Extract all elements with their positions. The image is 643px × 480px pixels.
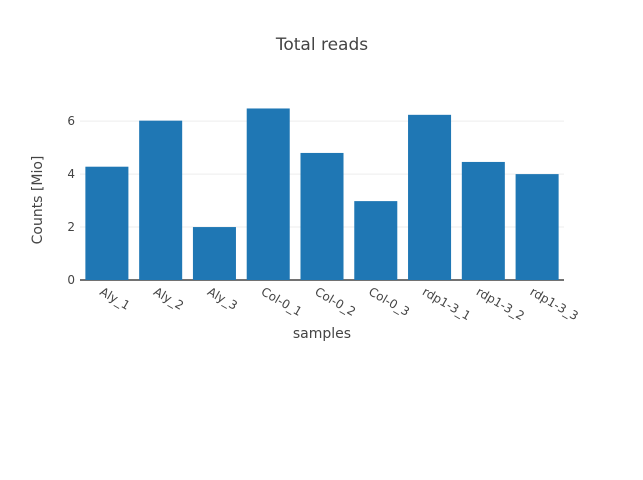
x-tick-label: rdp1-3_1	[420, 284, 473, 323]
chart-title: Total reads	[275, 35, 368, 55]
bar-Aly_2[interactable]	[139, 120, 183, 280]
bars	[85, 108, 559, 281]
bar-Col-0_2[interactable]	[300, 152, 344, 280]
x-tick-label: Col-0_1	[259, 284, 305, 318]
x-axis-title: samples	[293, 326, 351, 342]
y-tick-label: 0	[67, 273, 75, 287]
y-tick-label: 4	[67, 167, 75, 181]
x-tick-label: rdp1-3_3	[528, 284, 581, 323]
bar-Aly_1[interactable]	[85, 166, 129, 280]
y-axis-title: Counts [Mio]	[30, 156, 46, 245]
x-tick-label: Aly_2	[151, 284, 186, 312]
y-tick-label: 6	[67, 114, 75, 128]
bar-rdp1-3_3[interactable]	[515, 174, 559, 280]
bar-Aly_3[interactable]	[192, 227, 236, 280]
bar-Col-0_1[interactable]	[246, 108, 290, 281]
y-tick-label: 2	[67, 220, 75, 234]
x-tick-label: Col-0_3	[366, 284, 412, 318]
bar-rdp1-3_1[interactable]	[408, 114, 452, 280]
x-tick-label: rdp1-3_2	[474, 284, 527, 323]
x-tick-label: Col-0_2	[313, 284, 359, 318]
x-tick-label: Aly_3	[205, 284, 240, 312]
y-tick-labels: 0 2 4 6	[67, 114, 75, 287]
x-tick-label: Aly_1	[97, 284, 132, 312]
x-tick-labels: Aly_1 Aly_2 Aly_3 Col-0_1 Col-0_2 Col-0_3 rdp1…	[97, 284, 580, 323]
bar-Col-0_3[interactable]	[354, 201, 398, 280]
bar-rdp1-3_2[interactable]	[461, 161, 505, 280]
